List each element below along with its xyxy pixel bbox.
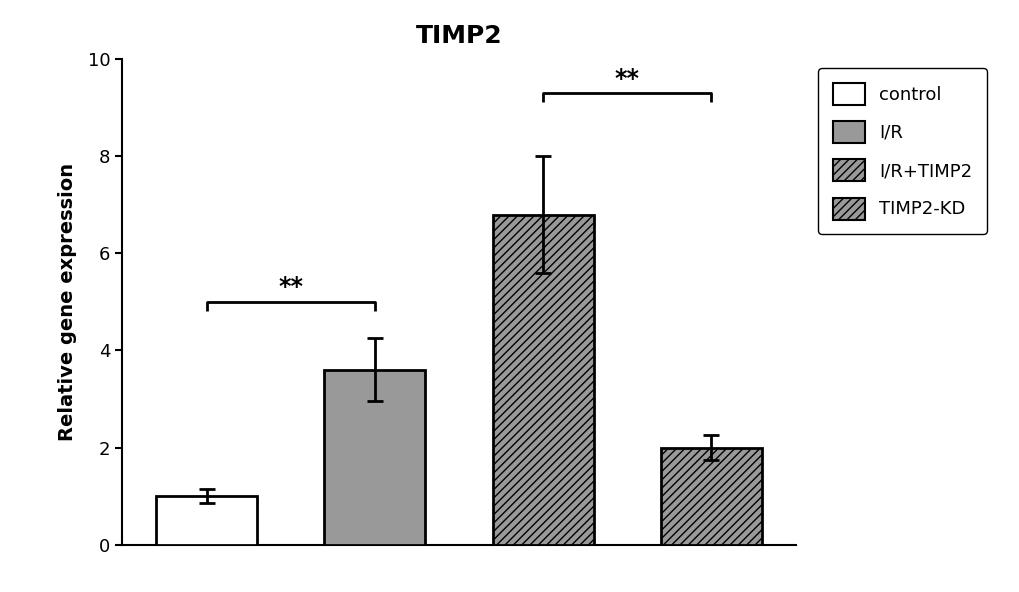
Legend: control, I/R, I/R+TIMP2, TIMP2-KD: control, I/R, I/R+TIMP2, TIMP2-KD bbox=[817, 68, 986, 234]
Bar bbox=[156, 496, 257, 545]
Text: **: ** bbox=[614, 67, 639, 91]
Bar bbox=[660, 448, 761, 545]
Bar bbox=[324, 370, 425, 545]
Text: **: ** bbox=[278, 275, 303, 300]
Title: TIMP2: TIMP2 bbox=[416, 24, 501, 47]
Y-axis label: Relative gene expression: Relative gene expression bbox=[58, 163, 76, 441]
Bar bbox=[492, 214, 593, 545]
